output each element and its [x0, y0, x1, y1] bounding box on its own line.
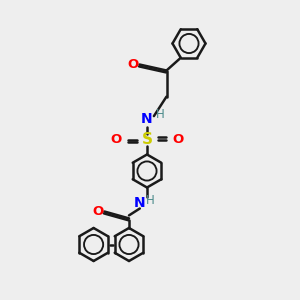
Text: S: S	[142, 132, 152, 147]
Text: O: O	[172, 133, 184, 146]
Text: H: H	[146, 194, 155, 207]
Text: H: H	[156, 108, 165, 121]
Text: N: N	[134, 196, 146, 210]
Text: O: O	[127, 58, 139, 71]
Text: O: O	[110, 133, 122, 146]
Text: N: N	[141, 112, 153, 126]
Text: O: O	[92, 205, 103, 218]
